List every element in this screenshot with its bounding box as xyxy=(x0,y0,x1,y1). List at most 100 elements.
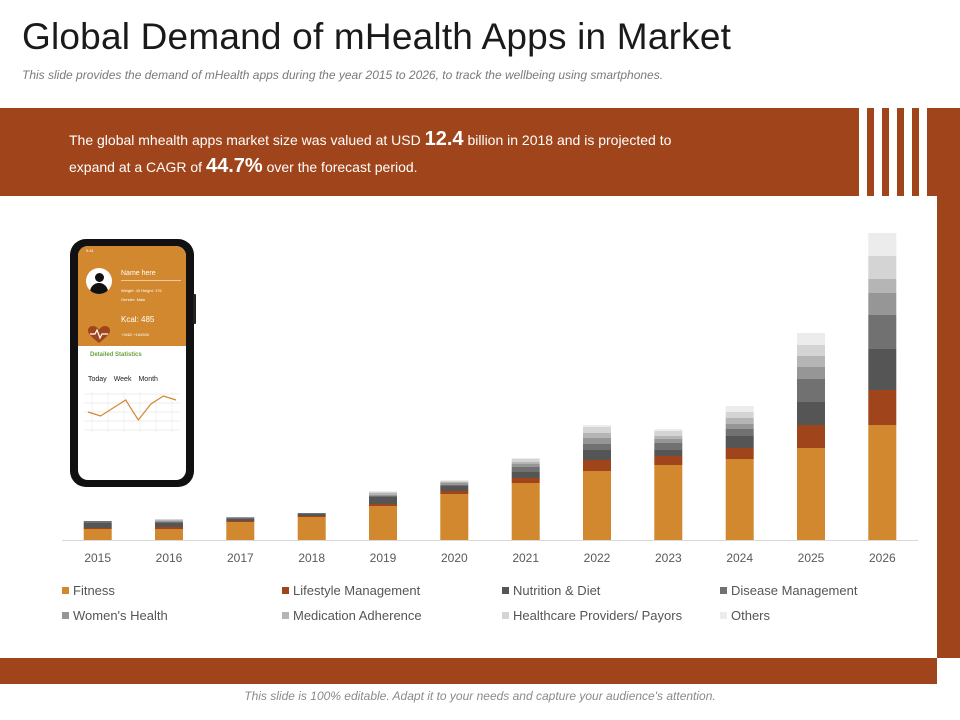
legend-item: Disease Management xyxy=(720,583,857,598)
legend-label: Healthcare Providers/ Payors xyxy=(513,608,683,623)
bar-segment-2024-0 xyxy=(725,459,754,540)
bar-segment-2016-2 xyxy=(155,523,183,527)
bar-segment-2024-2 xyxy=(725,436,754,448)
banner-text-part3: over the forecast period. xyxy=(262,159,418,175)
bar-segment-2015-3 xyxy=(83,521,112,523)
banner-text-part2: billion in 2018 and is projected to expa… xyxy=(69,132,672,175)
bottom-border-bar xyxy=(0,658,937,684)
legend-item: Women's Health xyxy=(62,608,168,623)
bar-segment-2026-3 xyxy=(868,315,897,349)
profile-meta: Weight: 40 Height: 176 xyxy=(121,288,162,293)
bar-segment-2016-0 xyxy=(155,529,183,540)
bar-segment-2023-1 xyxy=(654,456,683,465)
bar-segment-2025-6 xyxy=(797,345,825,356)
phone-line-graph xyxy=(84,392,180,432)
bar-segment-2024-3 xyxy=(725,429,754,436)
bar-segment-2018-0 xyxy=(297,517,326,540)
bar-segment-2021-1 xyxy=(511,478,540,483)
bar-segment-2016-4 xyxy=(155,521,183,522)
bar-segment-2016-1 xyxy=(155,527,183,529)
bar-segment-2020-3 xyxy=(440,485,469,486)
bar-segment-2018-1 xyxy=(297,516,326,517)
x-tick-label: 2023 xyxy=(655,551,682,565)
bar-segment-2022-0 xyxy=(583,471,611,540)
bar-segment-2015-0 xyxy=(83,529,112,540)
bar-segment-2023-5 xyxy=(654,436,683,439)
bar-segment-2022-4 xyxy=(583,438,611,444)
legend-swatch xyxy=(502,587,509,594)
bar-segment-2022-3 xyxy=(583,444,611,450)
legend-item: Healthcare Providers/ Payors xyxy=(502,608,682,623)
x-tick-label: 2015 xyxy=(84,551,111,565)
banner-stripe xyxy=(927,108,937,196)
bar-segment-2016-5 xyxy=(155,520,183,521)
legend-label: Nutrition & Diet xyxy=(513,583,601,598)
page-subtitle: This slide provides the demand of mHealt… xyxy=(22,68,664,82)
market-size-value: 12.4 xyxy=(424,128,464,150)
bar-segment-2019-6 xyxy=(369,492,397,493)
bar-segment-2021-2 xyxy=(511,472,540,478)
page-title: Global Demand of mHealth Apps in Market xyxy=(22,16,732,57)
bar-segment-2020-5 xyxy=(440,482,469,483)
bar-segment-2018-3 xyxy=(297,513,326,514)
profile-kcal: Kcal: 485 xyxy=(121,315,155,324)
x-tick-label: 2026 xyxy=(869,551,896,565)
bar-segment-2024-7 xyxy=(725,406,754,412)
legend-item: Nutrition & Diet xyxy=(502,583,600,598)
bar-segment-2026-2 xyxy=(868,349,897,390)
bar-segment-2021-0 xyxy=(511,483,540,540)
chart-legend: Fitness Lifestyle Management Nutrition & D… xyxy=(62,583,932,629)
bar-segment-2019-3 xyxy=(369,496,397,497)
tab-week[interactable]: Week xyxy=(113,376,132,383)
bar-segment-2025-0 xyxy=(797,448,825,540)
legend-item: Lifestyle Management xyxy=(282,583,420,598)
phone-status-time: 9:41 xyxy=(86,248,94,253)
x-tick-label: 2022 xyxy=(584,551,611,565)
bar-segment-2016-6 xyxy=(155,519,183,520)
legend-swatch xyxy=(282,587,289,594)
tab-month[interactable]: Month xyxy=(138,376,158,383)
detailed-statistics-label: Detailed Statistics xyxy=(90,352,142,358)
bar-segment-2022-2 xyxy=(583,450,611,460)
bar-segment-2023-6 xyxy=(654,431,683,436)
bar-segment-2022-1 xyxy=(583,460,611,471)
legend-swatch xyxy=(62,612,69,619)
bar-segment-2015-1 xyxy=(83,528,112,529)
x-tick-label: 2025 xyxy=(798,551,825,565)
bar-segment-2020-2 xyxy=(440,486,469,491)
x-tick-label: 2024 xyxy=(726,551,753,565)
bar-segment-2019-5 xyxy=(369,493,397,495)
legend-item: Others xyxy=(720,608,770,623)
phone-tabs: Today Week Month xyxy=(88,376,165,383)
bar-segment-2020-4 xyxy=(440,483,469,485)
bar-segment-2020-7 xyxy=(440,480,469,481)
bar-segment-2022-7 xyxy=(583,425,611,427)
bar-segment-2020-6 xyxy=(440,481,469,482)
bar-segment-2023-0 xyxy=(654,465,683,540)
bar-segment-2017-3 xyxy=(226,518,255,519)
bar-segment-2024-1 xyxy=(725,448,754,459)
bar-segment-2026-4 xyxy=(868,293,897,315)
bar-segment-2024-4 xyxy=(725,424,754,429)
bar-segment-2025-3 xyxy=(797,379,825,402)
tab-today[interactable]: Today xyxy=(88,376,107,383)
bar-segment-2025-4 xyxy=(797,367,825,379)
legend-swatch xyxy=(502,612,509,619)
bar-segment-2021-6 xyxy=(511,459,540,462)
bar-segment-2026-6 xyxy=(868,256,897,279)
phone-screen: 9:41 Name here Weight: 40 Height: 176 Ge… xyxy=(78,246,186,480)
bar-segment-2019-2 xyxy=(369,497,397,504)
bar-segment-2026-1 xyxy=(868,390,897,425)
heart-rate-icon xyxy=(88,326,110,343)
bar-segment-2026-0 xyxy=(868,425,897,540)
legend-swatch xyxy=(62,587,69,594)
bar-segment-2026-5 xyxy=(868,279,897,293)
profile-divider xyxy=(121,280,181,281)
bar-segment-2017-0 xyxy=(226,522,255,540)
right-border-bar xyxy=(937,108,960,658)
bar-segment-2017-4 xyxy=(226,517,255,518)
banner-stripe xyxy=(852,108,859,196)
avatar xyxy=(86,268,112,294)
profile-name: Name here xyxy=(121,270,156,277)
